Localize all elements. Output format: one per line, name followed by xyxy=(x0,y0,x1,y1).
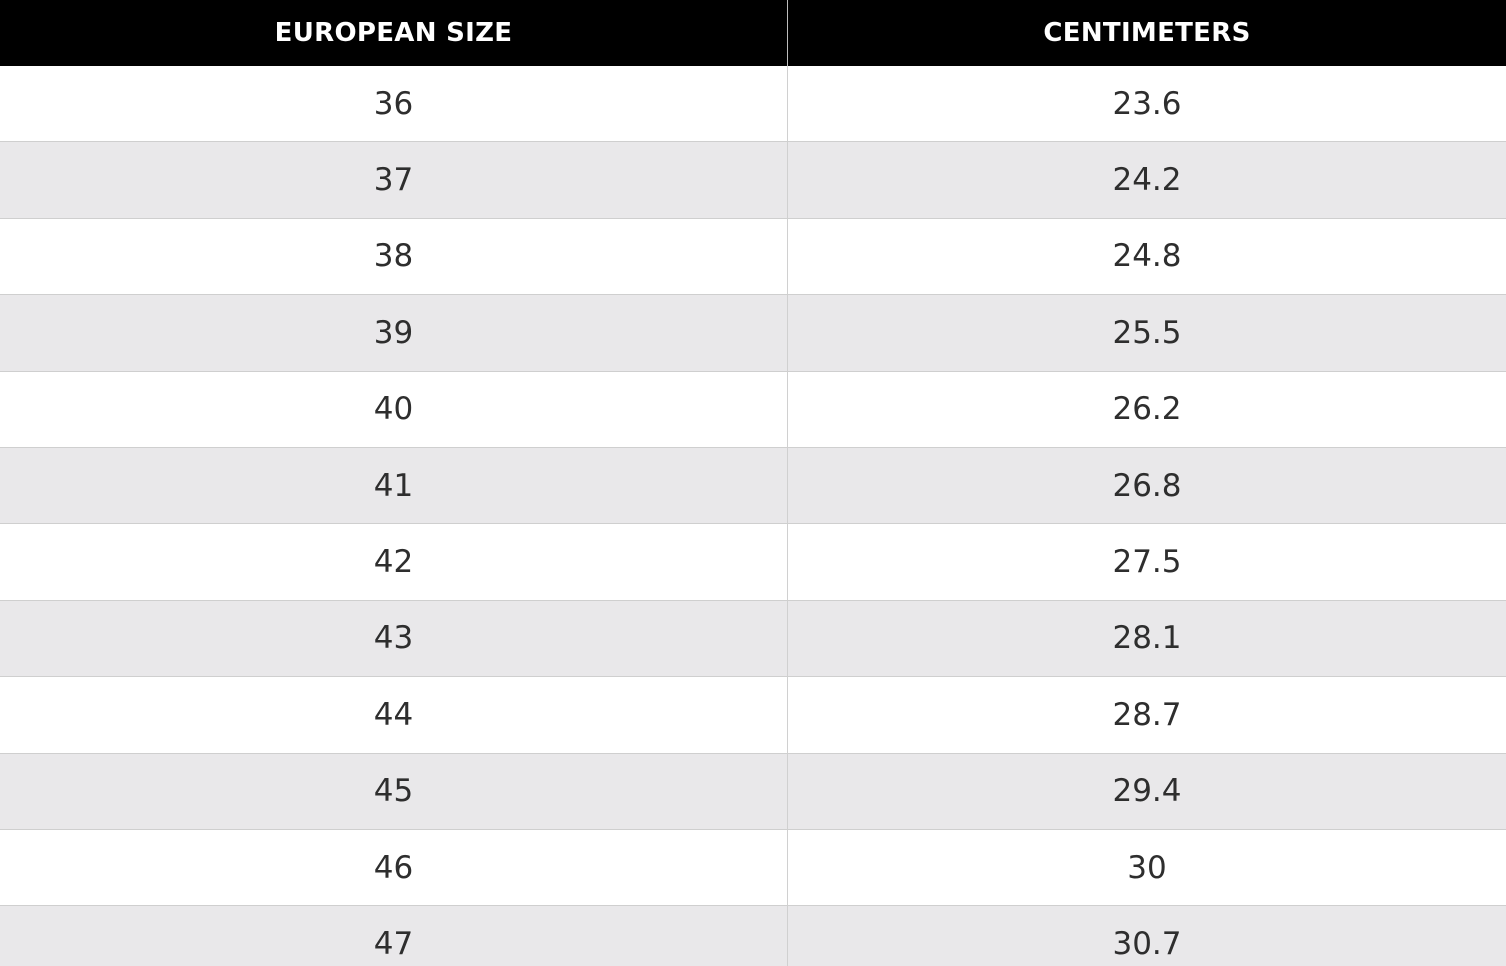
table-cell: 24.2 xyxy=(788,142,1506,219)
table-cell: 23.6 xyxy=(788,66,1506,143)
table-cell: 29.4 xyxy=(788,753,1506,830)
table-cell: 44 xyxy=(0,677,788,754)
table-cell: 45 xyxy=(0,753,788,830)
table-cell: 27.5 xyxy=(788,524,1506,601)
column-header: CENTIMETERS xyxy=(788,0,1506,66)
table-cell: 26.8 xyxy=(788,448,1506,525)
column-header: EUROPEAN SIZE xyxy=(0,0,788,66)
table-cell: 43 xyxy=(0,600,788,678)
table-cell: 41 xyxy=(0,448,788,525)
table-cell: 30 xyxy=(788,830,1506,907)
table-cell: 24.8 xyxy=(788,219,1506,296)
table-cell: 25.5 xyxy=(788,295,1506,372)
table-cell: 36 xyxy=(0,66,788,143)
table-cell: 28.7 xyxy=(788,677,1506,754)
table-cell: 42 xyxy=(0,524,788,601)
table-cell: 40 xyxy=(0,371,788,448)
table-cell: 30.7 xyxy=(788,906,1506,966)
table-cell: 28.1 xyxy=(788,600,1506,678)
table-cell: 39 xyxy=(0,295,788,372)
table-cell: 26.2 xyxy=(788,372,1506,448)
table-cell: 46 xyxy=(0,830,788,907)
table-cell: 37 xyxy=(0,142,788,219)
table-cell: 38 xyxy=(0,218,788,296)
table-cell: 47 xyxy=(0,906,788,966)
